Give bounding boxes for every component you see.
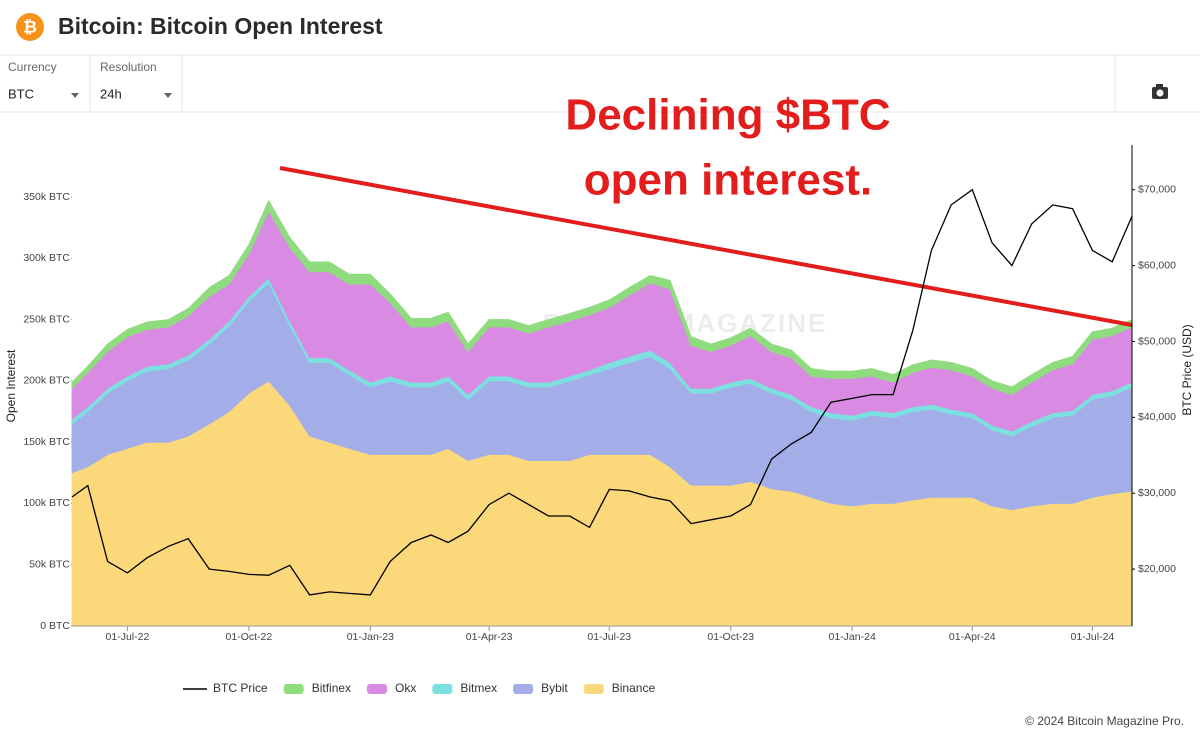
y-tick-label: 100k BTC <box>23 497 70 509</box>
control-value[interactable]: 24h <box>100 86 122 101</box>
control-label: Resolution <box>100 60 157 74</box>
y-tick-label: 250k BTC <box>23 313 70 325</box>
y-tick-label: 350k BTC <box>23 191 70 203</box>
x-tick-label: 01-Jan-23 <box>347 631 394 643</box>
x-tick-label: 01-Jul-23 <box>587 631 631 643</box>
x-tick-label: 01-Jul-22 <box>106 631 150 643</box>
x-tick-label: 01-Jan-24 <box>829 631 876 643</box>
legend-symbol <box>283 684 304 694</box>
legend-label[interactable]: Okx <box>395 681 416 695</box>
x-tick-label: 01-Apr-23 <box>466 631 513 643</box>
camera-top[interactable] <box>1156 84 1163 88</box>
legend-item[interactable]: BTC Price <box>183 681 268 695</box>
currency-select[interactable]: Currency BTC <box>8 60 79 101</box>
control-value[interactable]: BTC <box>8 86 34 101</box>
camera-button[interactable] <box>1152 84 1168 99</box>
camera-lens[interactable] <box>1156 89 1164 97</box>
y-tick-label: 0 BTC <box>40 620 70 632</box>
y2-tick-label: $70,000 <box>1138 184 1176 196</box>
legend-label[interactable]: Binance <box>612 681 656 695</box>
trend-annotation <box>279 166 1133 327</box>
y-tick-label: 300k BTC <box>23 252 70 264</box>
x-tick-label: 01-Oct-23 <box>707 631 754 643</box>
legend-item[interactable]: Bitfinex <box>283 681 351 695</box>
footer-copyright: © 2024 Bitcoin Magazine Pro. <box>1025 714 1184 728</box>
legend-item[interactable]: Bybit <box>513 681 568 695</box>
legend-symbol <box>583 684 604 694</box>
legend-item[interactable]: Okx <box>367 681 416 695</box>
control-label: Currency <box>8 60 57 74</box>
y2-tick-label: $50,000 <box>1138 335 1176 347</box>
x-tick-label: 01-Jul-24 <box>1071 631 1115 643</box>
x-tick-label: 01-Oct-22 <box>226 631 273 643</box>
legend-item[interactable]: Bitmex <box>432 681 497 695</box>
legend-item[interactable]: Binance <box>583 681 656 695</box>
price-line <box>71 188 1133 596</box>
legend-symbol <box>513 684 534 694</box>
legend-label[interactable]: BTC Price <box>213 681 268 695</box>
y2-tick-label: $30,000 <box>1138 487 1176 499</box>
y-axis-title: Open Interest <box>4 349 18 422</box>
legend-label[interactable]: Bybit <box>541 681 568 695</box>
y2-tick-label: $40,000 <box>1138 411 1176 423</box>
y2-tick-label: $60,000 <box>1138 259 1176 271</box>
legend-symbol <box>367 684 388 694</box>
y-tick-label: 150k BTC <box>23 436 70 448</box>
legend-label[interactable]: Bitmex <box>460 681 497 695</box>
dropdown-arrow[interactable] <box>164 93 172 98</box>
annotation: Declining $BTC <box>565 91 890 140</box>
dropdown-arrow[interactable] <box>71 93 79 98</box>
annotation: open interest. <box>584 156 873 205</box>
y2-tick-label: $20,000 <box>1138 563 1176 575</box>
y-tick-label: 50k BTC <box>29 558 70 570</box>
bitcoin-icon <box>16 13 44 41</box>
page-title: Bitcoin: Bitcoin Open Interest <box>58 13 383 39</box>
y2-axis-title: BTC Price (USD) <box>1180 324 1194 415</box>
y-tick-label: 200k BTC <box>23 375 70 387</box>
bitcoin-icon-glyph: ₿ <box>23 17 37 36</box>
legend-symbol <box>432 684 453 694</box>
resolution-select[interactable]: Resolution 24h <box>100 60 172 101</box>
x-tick-label: 01-Apr-24 <box>949 631 996 643</box>
legend-label[interactable]: Bitfinex <box>312 681 351 695</box>
